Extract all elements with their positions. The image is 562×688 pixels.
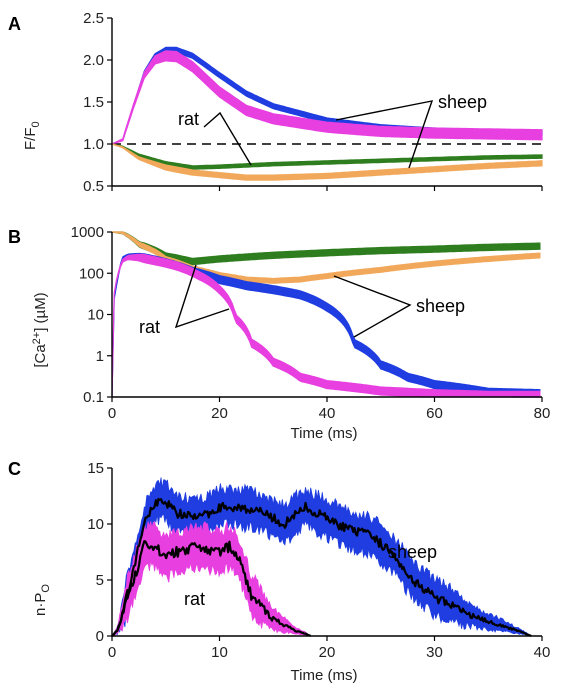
x-tick-label: 20 — [211, 405, 228, 422]
y-tick-label: 2.5 — [83, 10, 104, 27]
panel-c-xlabel: Time (ms) — [291, 667, 358, 684]
annotation-rat-pointer — [203, 111, 252, 166]
y-tick-label: 0 — [96, 628, 104, 645]
panel-b-ylabel: [Ca2+] (µM) — [31, 292, 49, 367]
panel-b-xlabel: Time (ms) — [291, 425, 358, 442]
series-rat-0-band — [111, 231, 541, 266]
annotation-sheep-pointer — [335, 100, 434, 169]
panel-b-label: B — [8, 227, 21, 247]
x-tick-label: 10 — [211, 644, 228, 661]
series-rat-mean-line — [111, 540, 312, 637]
series-sheep-3-band — [111, 143, 543, 181]
y-tick-label: 0.1 — [83, 389, 104, 406]
panel-c-ylabel: n·PO — [32, 584, 52, 616]
panel-c: C n·PO Time (ms) 0 5 10 15 0 10 20 30 40 sheep rat — [8, 459, 550, 684]
panel-a-ylabel: F/F0 — [22, 121, 42, 150]
y-tick-label: 15 — [87, 460, 104, 477]
y-tick-label: 1.5 — [83, 94, 104, 111]
y-tick-label: 1.0 — [83, 136, 104, 153]
annotation-sheep: sheep — [416, 296, 465, 316]
x-tick-label: 80 — [534, 405, 551, 422]
annotation-sheep: sheep — [388, 542, 437, 562]
series-rat-2-band — [111, 143, 543, 170]
x-tick-label: 40 — [534, 644, 551, 661]
panel-b: B [Ca2+] (µM) Time (ms) 0.1 1 10 100 1000 0 20… — [8, 224, 550, 442]
series-sheep-mean-line — [111, 497, 532, 637]
y-tick-label: 1 — [96, 348, 104, 365]
y-tick-label: 1000 — [71, 224, 104, 241]
annotation-rat: rat — [184, 589, 205, 609]
y-tick-label: 0.5 — [83, 178, 104, 195]
panel-a: A F/F0 0.5 1.0 1.5 2.0 2.5 rat sheep — [8, 10, 543, 195]
x-tick-label: 60 — [426, 405, 443, 422]
annotation-rat: rat — [139, 317, 160, 337]
annotation-rat-pointer — [174, 264, 230, 329]
annotation-rat: rat — [178, 109, 199, 129]
panel-c-label: C — [8, 459, 21, 479]
y-tick-label: 10 — [87, 307, 104, 324]
series-rat-3-band — [111, 253, 541, 398]
annotation-sheep-pointer — [333, 275, 412, 338]
panel-a-label: A — [8, 14, 21, 34]
y-tick-label: 5 — [96, 572, 104, 589]
y-tick-label: 2.0 — [83, 52, 104, 69]
x-tick-label: 30 — [426, 644, 443, 661]
x-tick-label: 40 — [319, 405, 336, 422]
y-tick-label: 10 — [87, 516, 104, 533]
y-tick-label: 100 — [79, 265, 104, 282]
x-tick-label: 20 — [319, 644, 336, 661]
x-tick-label: 0 — [108, 405, 116, 422]
annotation-sheep: sheep — [438, 92, 487, 112]
x-tick-label: 0 — [108, 644, 116, 661]
series-rat-1-band — [111, 50, 543, 145]
